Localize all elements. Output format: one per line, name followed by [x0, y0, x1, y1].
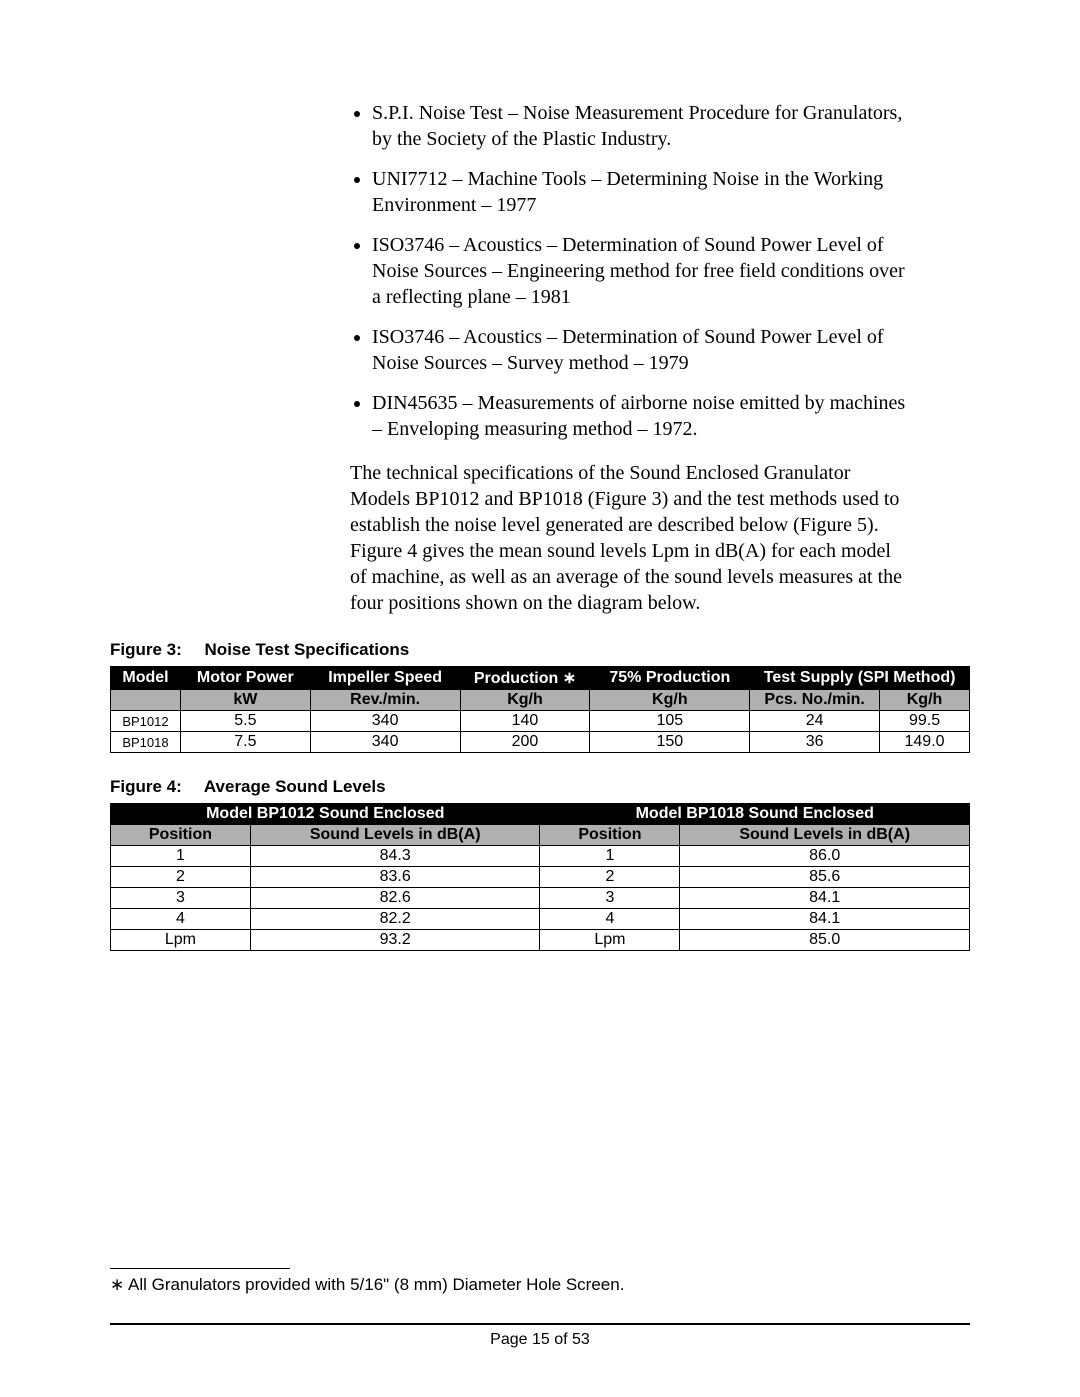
cell: 4: [540, 909, 680, 930]
col-header: Position: [111, 825, 251, 846]
col-header: Production ∗: [460, 667, 590, 690]
bullet-item: ISO3746 – Acoustics – Determination of S…: [372, 324, 910, 376]
cell: 84.1: [680, 888, 970, 909]
footnote-text: ∗ All Granulators provided with 5/16" (8…: [110, 1275, 970, 1295]
cell: 93.2: [250, 930, 540, 951]
table-row: BP1012 5.5 340 140 105 24 99.5: [111, 711, 970, 732]
cell: 3: [540, 888, 680, 909]
col-header: Sound Levels in dB(A): [250, 825, 540, 846]
cell: 82.2: [250, 909, 540, 930]
table-row: Lpm 93.2 Lpm 85.0: [111, 930, 970, 951]
cell: 99.5: [880, 711, 970, 732]
cell: Lpm: [540, 930, 680, 951]
unit-header: Rev./min.: [310, 690, 460, 711]
table-row: 1 84.3 1 86.0: [111, 846, 970, 867]
bullet-item: DIN45635 – Measurements of airborne nois…: [372, 390, 910, 442]
figure3-title: Noise Test Specifications: [205, 640, 410, 659]
cell: 4: [111, 909, 251, 930]
table-header-row: Model Motor Power Impeller Speed Product…: [111, 667, 970, 690]
cell: 82.6: [250, 888, 540, 909]
figure3-label: Figure 3:: [110, 640, 182, 660]
page-footer: ∗ All Granulators provided with 5/16" (8…: [110, 1268, 970, 1349]
col-header: Impeller Speed: [310, 667, 460, 690]
cell: 85.6: [680, 867, 970, 888]
table-row: 3 82.6 3 84.1: [111, 888, 970, 909]
bullet-item: UNI7712 – Machine Tools – Determining No…: [372, 166, 910, 218]
table-header-row: Model BP1012 Sound Enclosed Model BP1018…: [111, 804, 970, 825]
col-header: 75% Production: [590, 667, 750, 690]
col-header: Model BP1012 Sound Enclosed: [111, 804, 540, 825]
cell: 105: [590, 711, 750, 732]
cell: 86.0: [680, 846, 970, 867]
cell: 24: [750, 711, 880, 732]
cell: 149.0: [880, 732, 970, 753]
col-header: Position: [540, 825, 680, 846]
unit-header: [111, 690, 181, 711]
figure4-title: Average Sound Levels: [204, 777, 386, 796]
table-units-row: kW Rev./min. Kg/h Kg/h Pcs. No./min. Kg/…: [111, 690, 970, 711]
footer-rule: [110, 1323, 970, 1325]
col-header: Motor Power: [180, 667, 310, 690]
cell: 2: [111, 867, 251, 888]
average-sound-levels-table: Model BP1012 Sound Enclosed Model BP1018…: [110, 803, 970, 951]
cell: 84.3: [250, 846, 540, 867]
table-row: 2 83.6 2 85.6: [111, 867, 970, 888]
description-paragraph: The technical specifications of the Soun…: [350, 460, 910, 616]
document-page: S.P.I. Noise Test – Noise Measurement Pr…: [0, 0, 1080, 1397]
cell: 150: [590, 732, 750, 753]
cell: 85.0: [680, 930, 970, 951]
bullet-item: ISO3746 – Acoustics – Determination of S…: [372, 232, 910, 310]
noise-test-spec-table: Model Motor Power Impeller Speed Product…: [110, 666, 970, 753]
table-subheader-row: Position Sound Levels in dB(A) Position …: [111, 825, 970, 846]
unit-header: Kg/h: [460, 690, 590, 711]
cell: 5.5: [180, 711, 310, 732]
cell: 140: [460, 711, 590, 732]
cell: 1: [111, 846, 251, 867]
unit-header: kW: [180, 690, 310, 711]
cell: Lpm: [111, 930, 251, 951]
cell: 1: [540, 846, 680, 867]
cell: 83.6: [250, 867, 540, 888]
figure4-label: Figure 4:: [110, 777, 182, 797]
cell: BP1012: [111, 711, 181, 732]
cell: 84.1: [680, 909, 970, 930]
col-header: Model BP1018 Sound Enclosed: [540, 804, 970, 825]
table-row: BP1018 7.5 340 200 150 36 149.0: [111, 732, 970, 753]
unit-header: Pcs. No./min.: [750, 690, 880, 711]
cell: 7.5: [180, 732, 310, 753]
figure4-caption: Figure 4: Average Sound Levels: [110, 777, 970, 797]
col-header: Test Supply (SPI Method): [750, 667, 970, 690]
unit-header: Kg/h: [880, 690, 970, 711]
body-text-block: S.P.I. Noise Test – Noise Measurement Pr…: [350, 100, 910, 616]
cell: 3: [111, 888, 251, 909]
cell: 200: [460, 732, 590, 753]
cell: BP1018: [111, 732, 181, 753]
unit-header: Kg/h: [590, 690, 750, 711]
cell: 36: [750, 732, 880, 753]
figure3-caption: Figure 3: Noise Test Specifications: [110, 640, 970, 660]
standards-bullet-list: S.P.I. Noise Test – Noise Measurement Pr…: [350, 100, 910, 442]
col-header: Sound Levels in dB(A): [680, 825, 970, 846]
cell: 2: [540, 867, 680, 888]
cell: 340: [310, 732, 460, 753]
table-row: 4 82.2 4 84.1: [111, 909, 970, 930]
bullet-item: S.P.I. Noise Test – Noise Measurement Pr…: [372, 100, 910, 152]
page-number: Page 15 of 53: [110, 1331, 970, 1349]
cell: 340: [310, 711, 460, 732]
footnote-separator: [110, 1268, 290, 1269]
col-header: Model: [111, 667, 181, 690]
